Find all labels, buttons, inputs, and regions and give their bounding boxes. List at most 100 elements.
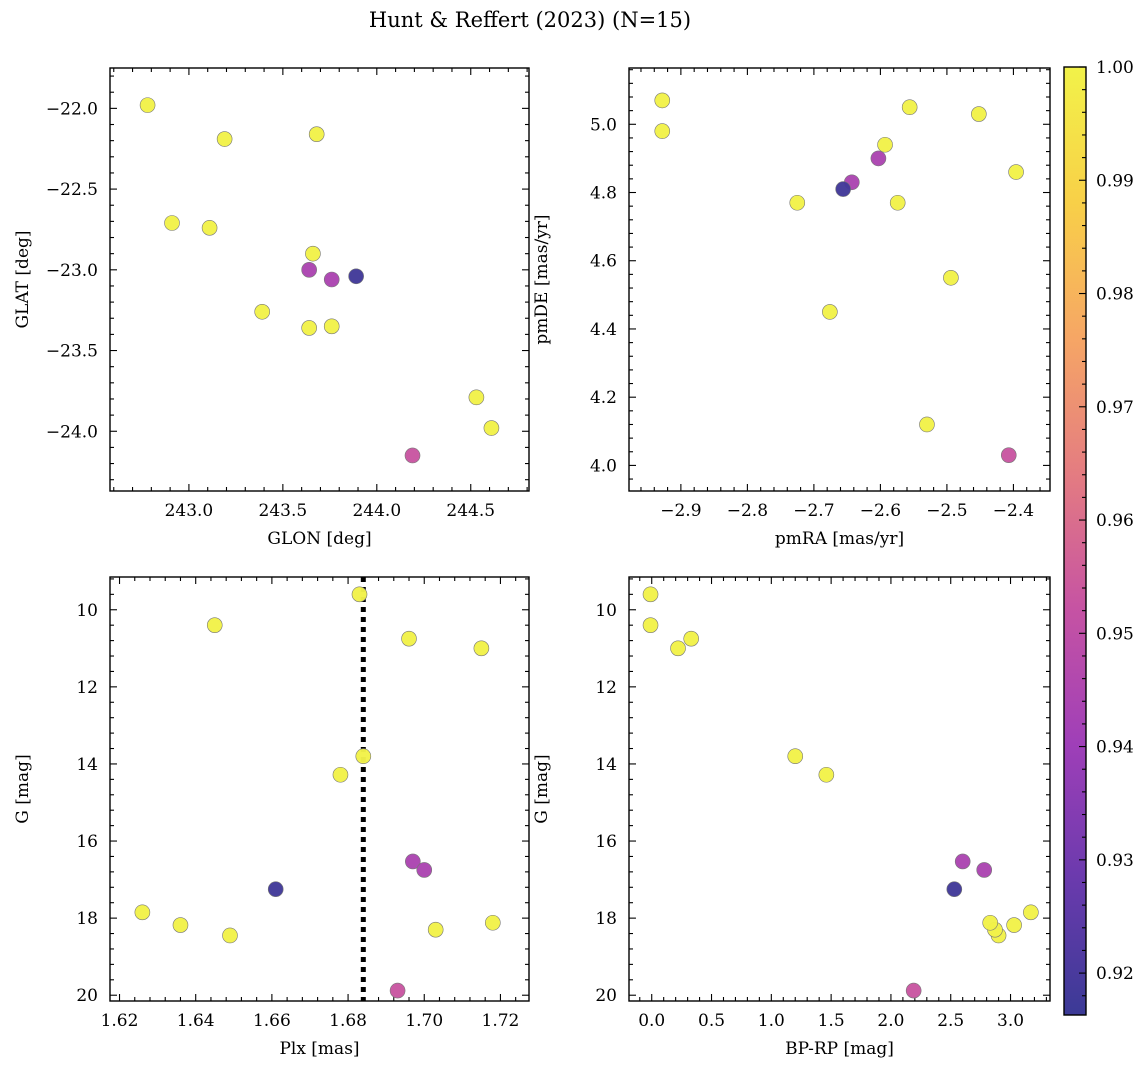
y-tick-label: 4.8 — [590, 184, 617, 204]
x-tick-label: 0.5 — [698, 1011, 725, 1031]
colorbar-tick-label: 0.96 — [1096, 511, 1134, 531]
colorbar-tick-label: 0.93 — [1096, 851, 1134, 871]
data-point — [301, 262, 317, 278]
colorbar-tick-label: 0.99 — [1096, 171, 1134, 191]
colorbar-tick-label: 0.94 — [1096, 738, 1134, 758]
data-point — [473, 640, 490, 657]
y-tick-label: 18 — [76, 909, 98, 929]
colorbar-tick-label: 0.97 — [1096, 398, 1134, 418]
y-tick-label: 4.2 — [590, 388, 617, 408]
data-point — [1006, 917, 1022, 933]
y-tick-label: −24.0 — [46, 422, 98, 442]
x-axis-label: GLON [deg] — [267, 529, 371, 549]
data-point — [323, 271, 340, 288]
data-point — [206, 617, 223, 633]
data-point — [485, 914, 501, 931]
x-tick-label: 244.5 — [446, 501, 495, 521]
data-point — [654, 92, 671, 109]
y-axis-label: pmDE [mas/yr] — [532, 214, 552, 344]
data-point — [139, 97, 156, 113]
panel-plx-g: 1.62 1.64 1.66 1.68 1.70 1.72 10 12 14 16 18 20 Plx … — [13, 576, 530, 1059]
data-point — [1023, 904, 1039, 921]
y-tick-label: 4.0 — [590, 456, 617, 476]
data-point — [789, 194, 806, 211]
data-point — [670, 640, 686, 657]
colorbar: 0.92 0.93 0.94 0.95 0.96 0.97 0.98 0.99 1.00 — [1063, 58, 1134, 1016]
data-point — [222, 927, 238, 944]
plot-frame — [628, 67, 1051, 492]
colorbar-tick-label: 0.98 — [1096, 285, 1134, 305]
data-point — [654, 123, 671, 139]
data-point — [416, 862, 433, 878]
y-tick-label: 10 — [595, 601, 617, 621]
y-tick-label: 16 — [76, 832, 98, 852]
plot-frame — [109, 67, 530, 492]
x-tick-label: 243.5 — [259, 501, 308, 521]
data-point — [267, 881, 284, 898]
data-point — [323, 318, 340, 335]
x-tick-label: 243.0 — [165, 501, 214, 521]
data-point — [870, 150, 887, 167]
data-point — [172, 917, 189, 933]
colorbar-gradient — [1064, 67, 1086, 1015]
colorbar-tick-label: 0.95 — [1096, 624, 1134, 644]
data-point — [401, 630, 417, 647]
data-point — [818, 766, 835, 783]
y-tick-label: 14 — [76, 755, 98, 775]
colorbar-tick-label: 1.00 — [1096, 58, 1134, 78]
data-point — [308, 126, 325, 142]
data-point — [943, 269, 959, 286]
data-point — [901, 99, 918, 116]
x-tick-label: 1.70 — [405, 1011, 443, 1031]
data-point — [254, 303, 270, 320]
x-axis-label: pmRA [mas/yr] — [775, 529, 904, 549]
x-tick-label: 2.0 — [877, 1011, 904, 1031]
x-tick-label: 1.72 — [482, 1011, 520, 1031]
data-point — [642, 586, 659, 603]
y-tick-label: 5.0 — [590, 115, 617, 135]
y-axis-label: G [mag] — [13, 754, 33, 823]
y-tick-label: −23.5 — [46, 342, 98, 362]
data-point — [301, 320, 317, 336]
data-point — [822, 304, 838, 320]
x-axis-label: Plx [mas] — [279, 1039, 359, 1059]
data-point — [348, 268, 364, 285]
y-tick-label: 12 — [595, 678, 617, 698]
x-tick-label: 1.64 — [177, 1011, 215, 1031]
colorbar-tick-label: 0.92 — [1096, 964, 1134, 984]
y-tick-label: 18 — [595, 909, 617, 929]
y-axis-label: GLAT [deg] — [13, 230, 33, 328]
data-point — [483, 420, 500, 436]
x-tick-label: 1.62 — [101, 1011, 139, 1031]
colorbar-frame — [1063, 66, 1087, 1016]
y-tick-label: 12 — [76, 678, 98, 698]
x-tick-label: −2.5 — [926, 501, 967, 521]
y-tick-label: 4.4 — [590, 320, 617, 340]
x-tick-label: 1.66 — [253, 1011, 291, 1031]
data-point — [877, 136, 893, 153]
panel-pmra-pmde: −2.9 −2.8 −2.7 −2.6 −2.5 −2.4 4.0 4.2 4.4 4.6 4.8 5… — [532, 67, 1051, 549]
data-point — [946, 881, 963, 898]
y-tick-label: 14 — [595, 755, 617, 775]
x-tick-label: 1.0 — [758, 1011, 785, 1031]
y-axis-label: G [mag] — [532, 754, 552, 823]
data-point — [164, 215, 180, 231]
y-tick-label: 16 — [595, 832, 617, 852]
data-point — [404, 447, 421, 464]
x-tick-label: 1.68 — [329, 1011, 367, 1031]
data-point — [976, 862, 993, 878]
data-point — [201, 220, 218, 236]
data-point — [468, 389, 485, 406]
data-point — [1008, 164, 1024, 180]
x-tick-label: 1.5 — [818, 1011, 845, 1031]
data-point — [889, 194, 906, 211]
data-point — [351, 586, 368, 603]
plot-frame — [628, 576, 1051, 1002]
y-tick-label: 20 — [76, 986, 98, 1006]
data-point — [835, 181, 851, 197]
data-point — [787, 748, 804, 765]
data-point — [642, 617, 659, 633]
x-tick-label: 2.5 — [937, 1011, 964, 1031]
x-tick-label: 3.0 — [997, 1011, 1024, 1031]
